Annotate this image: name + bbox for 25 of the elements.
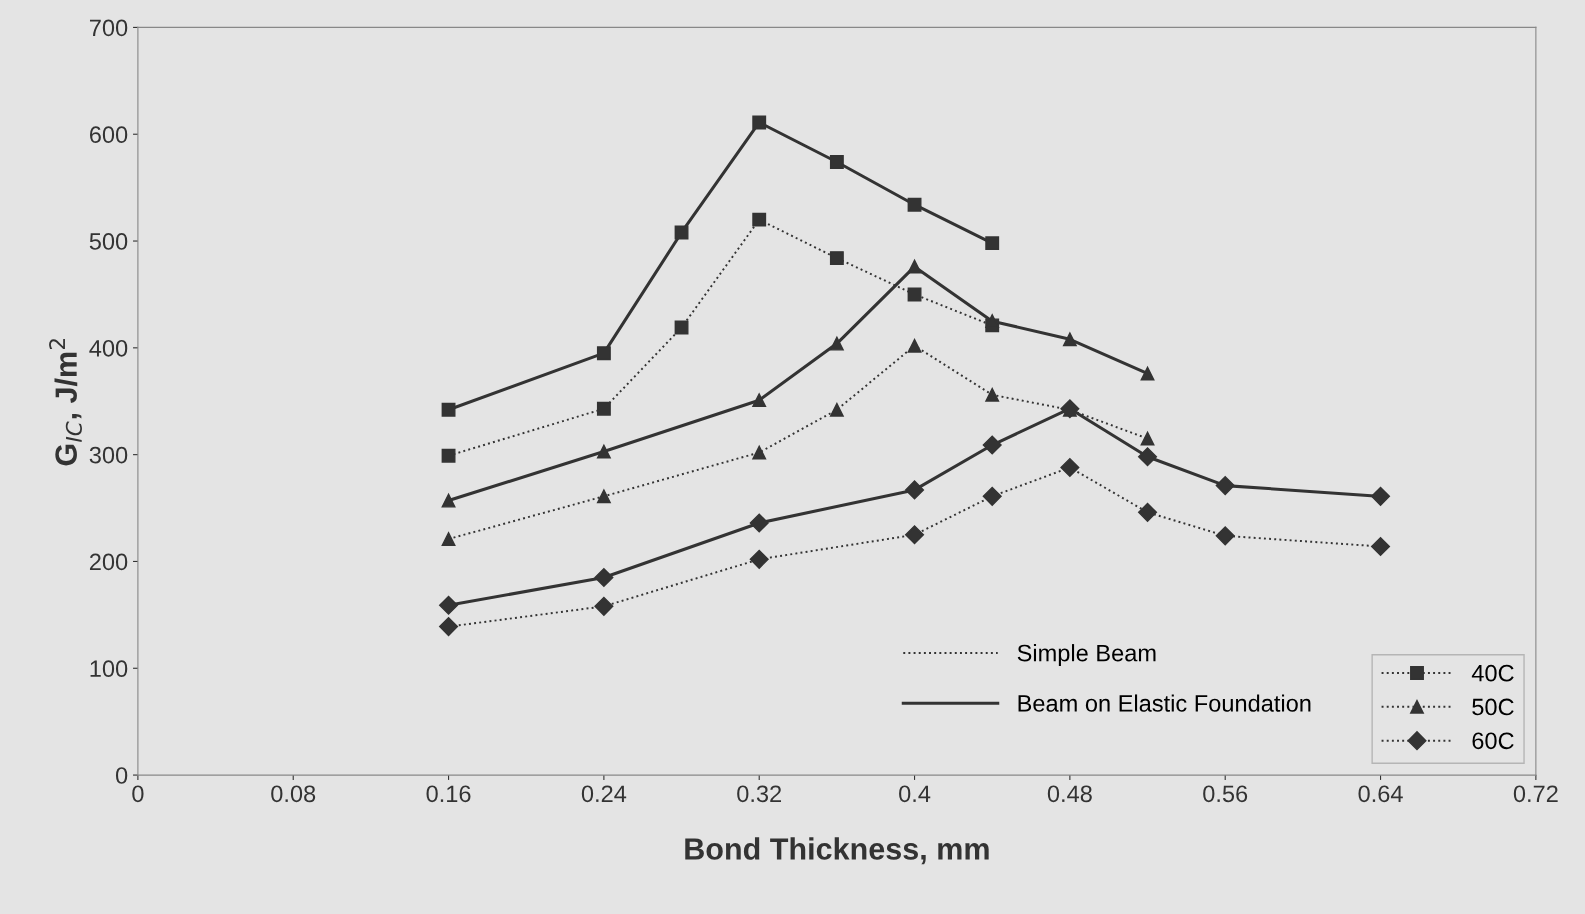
x-tick-label: 0.16 <box>426 785 471 803</box>
y-tick-label: 0 <box>115 767 128 784</box>
legend-label: 60C <box>1472 732 1514 750</box>
y-tick-label: 700 <box>89 19 128 37</box>
y-axis-title: G$_{IC}$, J/m$^{2}$ <box>49 339 82 466</box>
x-tick-label: 0.4 <box>899 785 931 803</box>
legend-label: 50C <box>1472 698 1514 716</box>
x-axis-title: Bond Thickness, mm <box>685 837 989 865</box>
x-tick-label: 0.48 <box>1047 785 1092 803</box>
x-tick-label: 0.64 <box>1358 785 1403 803</box>
x-tick-label: 0.08 <box>271 785 316 803</box>
y-tick-label: 300 <box>89 446 128 464</box>
x-tick-label: 0 <box>132 785 144 803</box>
x-tick-label: 0.32 <box>737 785 782 803</box>
legend-label: 40C <box>1471 664 1514 682</box>
x-tick-label: 0.24 <box>581 785 627 803</box>
annotation: Beam on Elastic Foundation <box>1018 694 1311 712</box>
y-tick-label: 500 <box>89 233 128 250</box>
x-tick-label: 0.56 <box>1203 785 1248 803</box>
y-tick-label: 400 <box>89 339 128 357</box>
x-tick-label: 0.72 <box>1513 785 1558 803</box>
y-tick-label: 100 <box>90 660 128 678</box>
y-tick-label: 200 <box>89 553 128 571</box>
y-tick-label: 600 <box>89 126 128 144</box>
annotation: Simple Beam <box>1017 644 1156 667</box>
